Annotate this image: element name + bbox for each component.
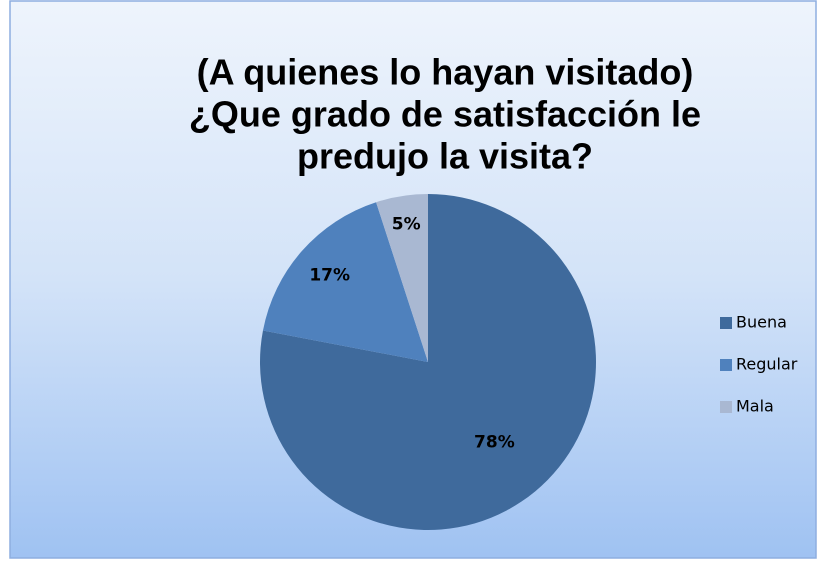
legend-label: Mala (736, 397, 774, 416)
legend-label: Buena (736, 313, 787, 332)
chart-title: predujo la visita? (297, 136, 593, 177)
data-label: 5% (392, 214, 421, 234)
data-label: 17% (309, 265, 350, 285)
legend-swatch (720, 359, 732, 371)
chart-title: ¿Que grado de satisfacción le (189, 94, 701, 135)
legend-swatch (720, 401, 732, 413)
pie-slice (262, 202, 428, 362)
pie-slice (376, 194, 428, 362)
data-label: 78% (474, 432, 515, 452)
chart-title: (A quienes lo hayan visitado) (197, 52, 694, 93)
pie-slice (259, 194, 596, 530)
legend-swatch (720, 317, 732, 329)
legend-label: Regular (736, 355, 798, 374)
